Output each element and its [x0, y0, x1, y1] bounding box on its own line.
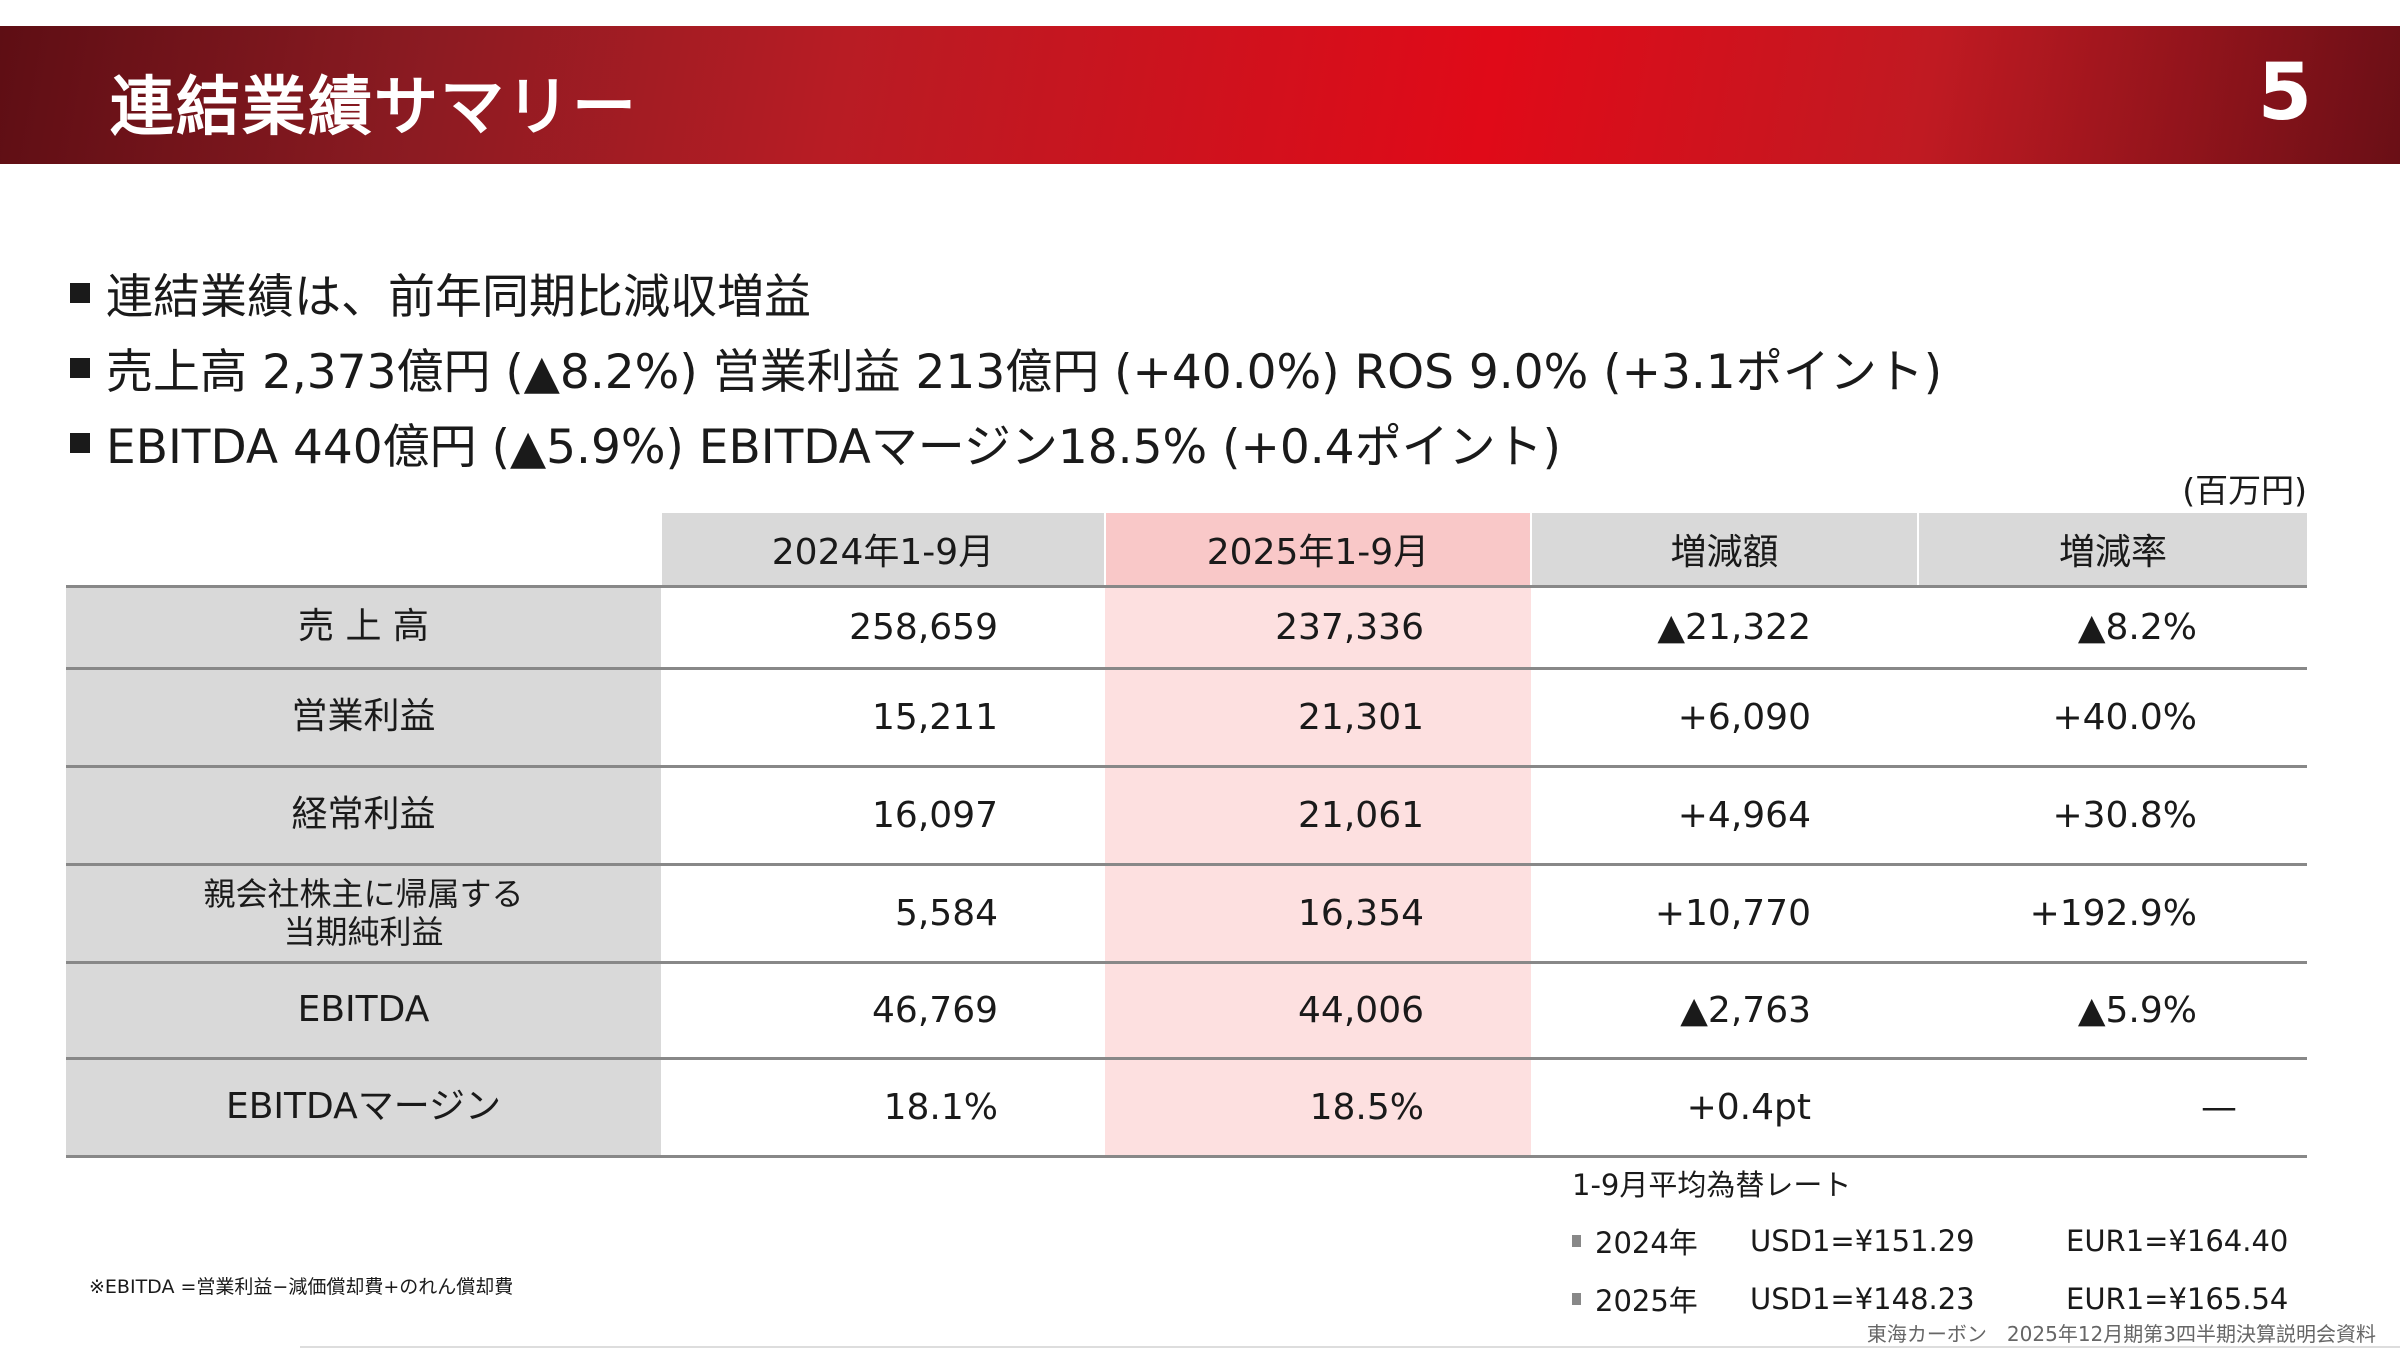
table-row: 経常利益 16,097 21,061 +4,964 +30.8%: [66, 764, 2307, 864]
cell-value: 18.5%: [1105, 1056, 1531, 1158]
bullet-summary: 連結業績は、前年同期比減収増益: [70, 258, 811, 327]
row-label: 親会社株主に帰属する 当期純利益: [66, 862, 661, 962]
table-row: EBITDA 46,769 44,006 ▲2,763 ▲5.9%: [66, 960, 2307, 1058]
cell-value: 21,061: [1105, 764, 1531, 864]
cell-value: +192.9%: [1918, 862, 2307, 962]
table-row: EBITDAマージン 18.1% 18.5% +0.4pt —: [66, 1056, 2307, 1158]
footer-text: 東海カーボン 2025年12月期第3四半期決算説明会資料: [1866, 1322, 2376, 1346]
cell-value: 18.1%: [661, 1056, 1105, 1158]
cell-value: +30.8%: [1918, 764, 2307, 864]
row-label: 営業利益: [66, 666, 661, 766]
cell-value: 15,211: [661, 666, 1105, 766]
bullet-icon: [70, 432, 90, 453]
table-row: 親会社株主に帰属する 当期純利益 5,584 16,354 +10,770 +192.9…: [66, 862, 2307, 962]
cell-value: +4,964: [1531, 764, 1918, 864]
col-change: 増減額: [1530, 513, 1918, 586]
bullet-text: 連結業績は、前年同期比減収増益: [106, 270, 811, 325]
cell-value: ▲8.2%: [1918, 584, 2307, 668]
bullet-icon: [1572, 1293, 1581, 1305]
fx-year: 2024年: [1595, 1226, 1698, 1260]
page-title: 連結業績サマリー: [110, 71, 638, 145]
cell-value: +0.4pt: [1531, 1056, 1918, 1158]
title-banner: 連結業績サマリー 5: [0, 26, 2400, 164]
cell-value: ▲21,322: [1531, 584, 1918, 668]
cell-value: 46,769: [661, 960, 1105, 1058]
cell-value: 5,584: [661, 862, 1105, 962]
cell-value: +40.0%: [1918, 666, 2307, 766]
fx-year: 2025年: [1595, 1284, 1698, 1318]
cell-value: 16,354: [1105, 862, 1531, 962]
bullet-ebitda: EBITDA 440億円 (▲5.9%) EBITDAマージン18.5% (+0…: [70, 408, 1561, 477]
row-label: 売 上 高: [66, 584, 661, 668]
table-row: 売 上 高 258,659 237,336 ▲21,322 ▲8.2%: [66, 584, 2307, 668]
bullet-text: 売上高 2,373億円 (▲8.2%) 営業利益 213億円 (+40.0%) …: [106, 345, 1943, 400]
fx-title: 1-9月平均為替レート: [1572, 1168, 1852, 1202]
row-label: 経常利益: [66, 764, 661, 864]
bullet-text: EBITDA 440億円 (▲5.9%) EBITDAマージン18.5% (+0…: [106, 420, 1561, 475]
cell-value: 44,006: [1105, 960, 1531, 1058]
cell-value: +10,770: [1531, 862, 1918, 962]
bullet-sales: 売上高 2,373億円 (▲8.2%) 営業利益 213億円 (+40.0%) …: [70, 333, 1942, 402]
cell-value: —: [1918, 1056, 2307, 1158]
bullet-icon: [1572, 1235, 1581, 1247]
cell-value: 16,097: [661, 764, 1105, 864]
cell-value: +6,090: [1531, 666, 1918, 766]
col-2025: 2025年1-9月: [1104, 513, 1531, 586]
col-2024: 2024年1-9月: [660, 513, 1105, 586]
fx-row-2024: 2024年 USD1=¥151.29 EUR1=¥164.40: [1572, 1220, 2288, 1262]
cell-value: 258,659: [661, 584, 1105, 668]
table-row: 営業利益 15,211 21,301 +6,090 +40.0%: [66, 666, 2307, 766]
row-label: EBITDAマージン: [66, 1056, 661, 1158]
cell-value: 237,336: [1105, 584, 1531, 668]
fx-rates: 1-9月平均為替レート 2024年 USD1=¥151.29 EUR1=¥164.4…: [1572, 1162, 2288, 1320]
page-number: 5: [2257, 48, 2312, 138]
unit-label: (百万円): [2182, 471, 2307, 510]
footer-divider: [300, 1346, 2400, 1348]
bullet-icon: [70, 282, 90, 303]
fx-eur: EUR1=¥164.40: [2066, 1224, 2289, 1258]
fx-usd: USD1=¥151.29: [1750, 1224, 1975, 1258]
fx-usd: USD1=¥148.23: [1750, 1282, 1975, 1316]
cell-value: ▲5.9%: [1918, 960, 2307, 1058]
cell-value: ▲2,763: [1531, 960, 1918, 1058]
fx-eur: EUR1=¥165.54: [2066, 1282, 2289, 1316]
fx-row-2025: 2025年 USD1=¥148.23 EUR1=¥165.54: [1572, 1278, 2288, 1320]
col-change-rate: 増減率: [1917, 513, 2307, 586]
header-blank: [66, 513, 661, 586]
results-table: 2024年1-9月 2025年1-9月 増減額 増減率 売 上 高 258,659…: [66, 513, 2307, 1158]
row-label: EBITDA: [66, 960, 661, 1058]
bullet-icon: [70, 357, 90, 378]
cell-value: 21,301: [1105, 666, 1531, 766]
footnote: ※EBITDA =営業利益−減価償却費+のれん償却費: [89, 1276, 514, 1298]
